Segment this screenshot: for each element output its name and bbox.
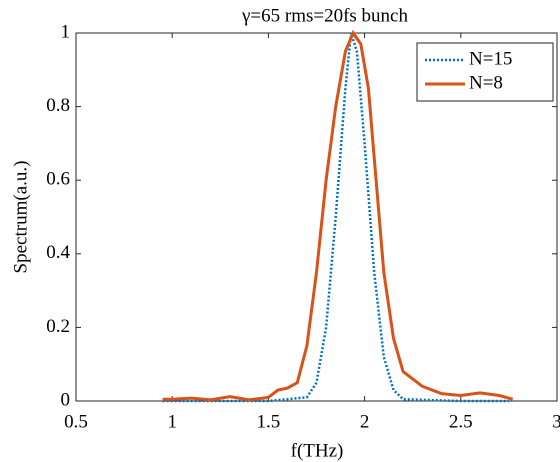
chart-title: γ=65 rms=20fs bunch [241, 5, 408, 26]
series-line [162, 32, 509, 403]
y-axis-label: Spectrum(a.u.) [10, 161, 31, 274]
plot-frame [75, 32, 558, 402]
y-tick-label: 0.4 [46, 242, 70, 263]
legend-label: N=15 [469, 48, 512, 69]
x-tick-label: 3 [552, 411, 560, 432]
x-tick-label: 1.5 [257, 411, 281, 432]
y-tick-label: 0.2 [46, 316, 70, 337]
y-tick-label: 0 [61, 389, 71, 410]
legend-box [416, 42, 554, 102]
x-tick-label: 0.5 [64, 411, 88, 432]
y-tick-label: 0.8 [46, 95, 70, 116]
legend-label: N=8 [469, 72, 503, 93]
series-line [162, 29, 514, 402]
x-tick-label: 1 [167, 411, 177, 432]
y-tick-label: 1 [61, 21, 71, 42]
y-tick-label: 0.6 [46, 169, 70, 190]
x-tick-label: 2.5 [449, 411, 473, 432]
x-axis-label: f(THz) [291, 440, 344, 461]
x-tick-label: 2 [360, 411, 370, 432]
